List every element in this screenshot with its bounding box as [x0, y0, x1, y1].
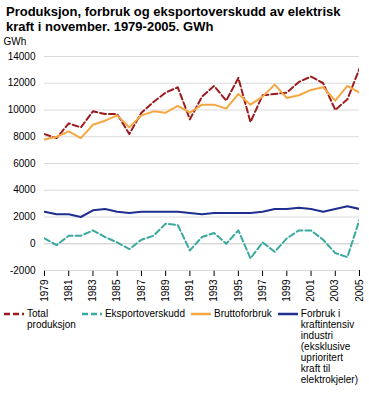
- svg-text:10000: 10000: [8, 104, 36, 115]
- svg-text:1991: 1991: [184, 279, 195, 302]
- svg-text:8000: 8000: [13, 131, 36, 142]
- svg-text:2005: 2005: [354, 279, 365, 302]
- svg-text:4000: 4000: [13, 184, 36, 195]
- svg-text:12000: 12000: [8, 77, 36, 88]
- svg-text:1987: 1987: [136, 279, 147, 302]
- html-text:Produksjon, forbruk og eksport: Produksjon, forbruk og eksportoverskudd …: [6, 4, 341, 34]
- svg-text:1985: 1985: [111, 279, 122, 302]
- svg-text:-2000: -2000: [10, 265, 36, 276]
- svg-text:2001: 2001: [305, 279, 316, 302]
- html-text:Bruttoforbruk: Bruttoforbruk: [214, 308, 272, 319]
- svg-text:6000: 6000: [13, 158, 36, 169]
- html-text:Forbruk i kraftintensiv indust: Forbruk i kraftintensiv industri (eksklu…: [300, 308, 358, 385]
- svg-text:1981: 1981: [63, 279, 74, 302]
- svg-text:2000: 2000: [13, 211, 36, 222]
- svg-text:0: 0: [30, 238, 36, 249]
- svg-text:1999: 1999: [281, 279, 292, 302]
- svg-text:1993: 1993: [208, 279, 219, 302]
- html-text:Total produksjon: Total produksjon: [27, 308, 76, 330]
- svg-text:1983: 1983: [87, 279, 98, 302]
- svg-text:1995: 1995: [233, 279, 244, 302]
- svg-text:GWh: GWh: [4, 36, 27, 47]
- svg-text:1989: 1989: [160, 279, 171, 302]
- svg-text:14000: 14000: [8, 51, 36, 62]
- svg-text:1997: 1997: [257, 279, 268, 302]
- html-text:Eksportoverskudd: Eksportoverskudd: [104, 308, 185, 319]
- svg-text:1979: 1979: [39, 279, 50, 302]
- svg-text:2003: 2003: [329, 279, 340, 302]
